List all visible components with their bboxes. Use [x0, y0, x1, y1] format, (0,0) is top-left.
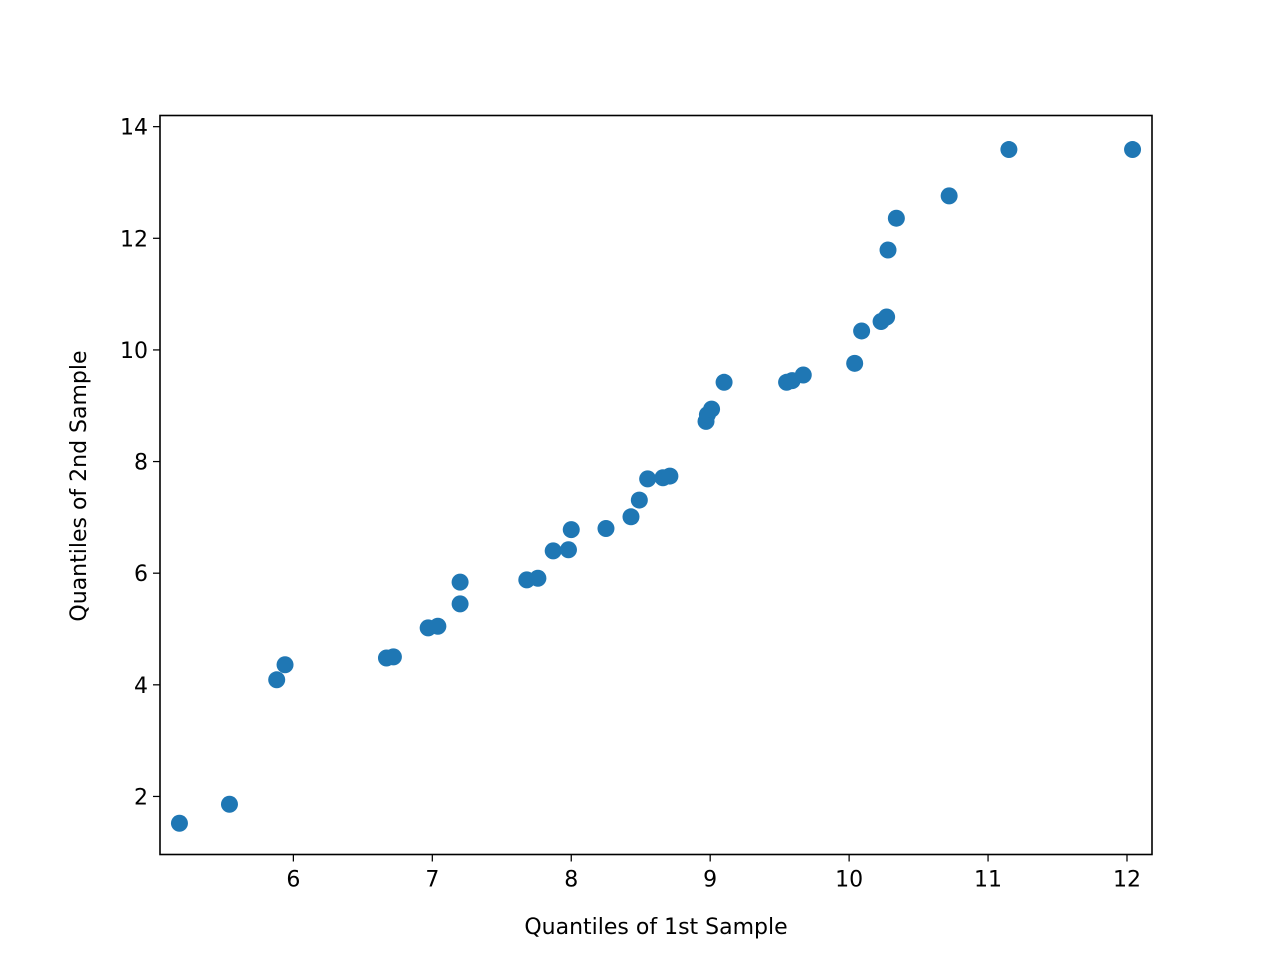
data-point [544, 542, 562, 560]
x-tick-label: 9 [703, 868, 717, 893]
data-point [562, 521, 580, 539]
x-tick-label: 6 [286, 868, 300, 893]
data-point [715, 373, 733, 391]
data-point [794, 366, 812, 384]
data-point [853, 322, 871, 340]
y-axis-label: Quantiles of 2nd Sample [67, 350, 92, 621]
y-tick-label: 6 [134, 562, 148, 587]
data-point [220, 795, 238, 813]
data-point [268, 671, 286, 689]
x-axis-label: Quantiles of 1st Sample [524, 915, 787, 940]
data-point [597, 520, 615, 538]
x-tick-label: 12 [1113, 868, 1141, 893]
plot-frame [159, 114, 1153, 856]
x-tick-label: 7 [425, 868, 439, 893]
data-point [1000, 141, 1018, 159]
data-point [384, 648, 402, 666]
data-point [559, 541, 577, 559]
data-point [940, 187, 958, 205]
y-tick-label: 14 [120, 116, 148, 141]
data-point [630, 491, 648, 509]
data-point [887, 209, 905, 227]
x-tick-label: 11 [974, 868, 1002, 893]
data-point [451, 595, 469, 613]
data-point [639, 470, 657, 488]
y-tick-label: 10 [120, 339, 148, 364]
data-point [451, 573, 469, 591]
y-tick-label: 8 [134, 451, 148, 476]
data-point [703, 400, 721, 418]
data-point [661, 467, 679, 485]
data-point [878, 308, 896, 326]
x-axis: 6 7 8 9 10 11 12 [286, 854, 1141, 893]
x-tick-label: 10 [835, 868, 863, 893]
data-point [276, 656, 294, 674]
data-point [170, 814, 188, 832]
data-point [846, 354, 864, 372]
data-point [879, 241, 897, 259]
data-point [1124, 141, 1142, 159]
points-layer [170, 141, 1142, 832]
data-point [622, 508, 640, 526]
data-point [529, 569, 547, 587]
y-tick-label: 2 [134, 785, 148, 810]
data-point [429, 617, 447, 635]
y-tick-label: 12 [120, 227, 148, 252]
y-tick-label: 4 [134, 674, 148, 699]
x-tick-label: 8 [564, 868, 578, 893]
y-axis: 2 4 6 8 10 12 14 [120, 116, 160, 810]
